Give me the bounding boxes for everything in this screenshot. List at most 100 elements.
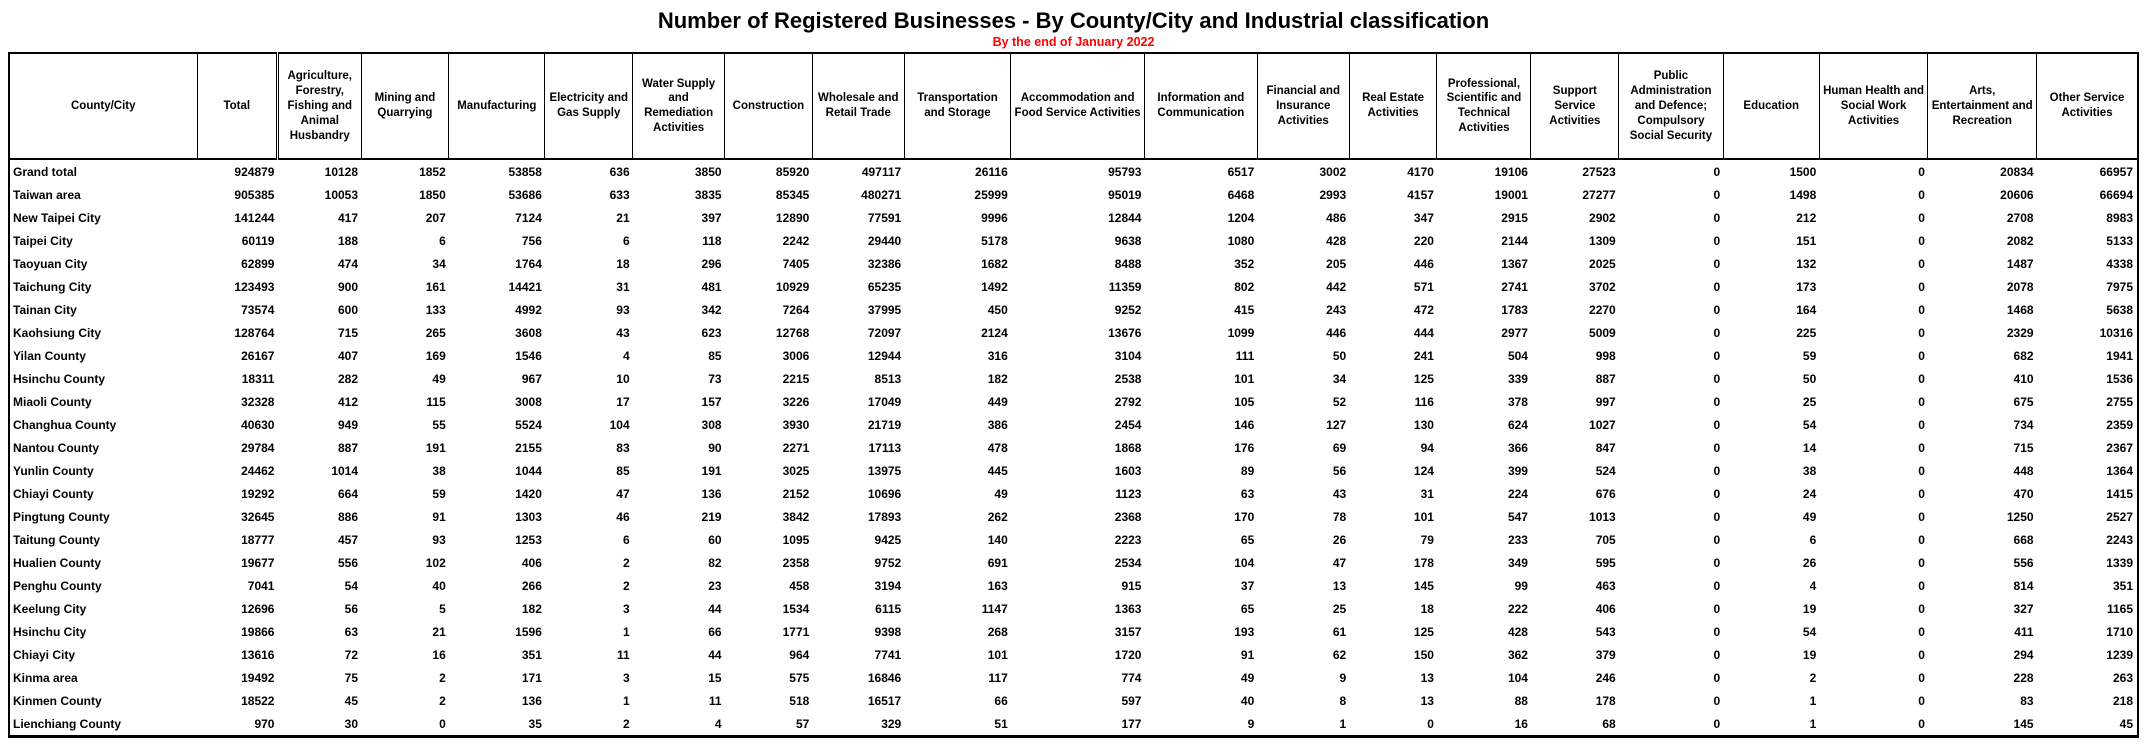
value-cell: 53858 [508, 164, 542, 179]
value-cell: 2223 [1114, 532, 1142, 547]
row-label: Hsinchu City [13, 624, 87, 639]
table-row: Kinma area 19492 75 2 171 3 15 575 16846 117 774 49… [9, 666, 2138, 689]
value-cell: 623 [701, 325, 722, 340]
value-cell: 2242 [782, 233, 810, 248]
value-cell: 69 [1332, 440, 1347, 455]
total-cell: 924879 [234, 164, 275, 179]
value-cell: 450 [987, 302, 1008, 317]
value-cell: 220 [1413, 233, 1434, 248]
value-cell: 66 [708, 624, 722, 639]
table-row: Penghu County 7041 54 40 266 2 23 458 3194 163 915… [9, 574, 2138, 597]
value-cell: 104 [609, 417, 630, 432]
value-cell: 1123 [1115, 486, 1142, 501]
value-cell: 1710 [2106, 624, 2133, 639]
value-cell: 45 [2119, 716, 2133, 731]
value-cell: 1764 [515, 256, 542, 271]
value-cell: 88 [1514, 693, 1528, 708]
value-cell: 19 [1802, 601, 1817, 616]
value-cell: 2270 [1589, 302, 1616, 317]
value-cell: 0 [1918, 394, 1925, 409]
value-cell: 243 [1326, 302, 1347, 317]
value-cell: 16 [432, 647, 446, 662]
value-cell: 1363 [1114, 601, 1142, 616]
value-cell: 1250 [2006, 509, 2034, 524]
value-cell: 10053 [324, 187, 359, 202]
value-cell: 2792 [1114, 394, 1142, 409]
value-cell: 45 [344, 693, 359, 708]
value-cell: 1536 [2106, 371, 2133, 386]
value-cell: 12768 [775, 325, 810, 340]
value-cell: 34 [432, 256, 446, 271]
value-cell: 89 [1240, 463, 1255, 478]
value-cell: 34 [1332, 371, 1347, 386]
value-cell: 1013 [1589, 509, 1616, 524]
value-cell: 3194 [874, 578, 902, 593]
value-cell: 0 [1713, 164, 1721, 179]
value-cell: 95019 [1108, 187, 1142, 202]
value-cell: 233 [1507, 532, 1528, 547]
value-cell: 2755 [2106, 394, 2133, 409]
value-cell: 77591 [867, 210, 902, 225]
value-cell: 54 [1802, 624, 1817, 639]
value-cell: 177 [1121, 716, 1142, 731]
total-cell: 7041 [247, 578, 275, 593]
value-cell: 915 [1121, 578, 1142, 593]
value-cell: 0 [1918, 693, 1925, 708]
row-label: Taipei City [13, 233, 73, 248]
value-cell: 62 [1332, 647, 1347, 662]
value-cell: 664 [338, 486, 359, 501]
value-cell: 0 [1713, 440, 1721, 455]
total-cell: 141244 [234, 210, 275, 225]
value-cell: 4 [714, 716, 722, 731]
table-row: Chiayi County 19292 664 59 1420 47 136 2152 1069… [9, 482, 2138, 505]
value-cell: 887 [338, 440, 359, 455]
value-cell: 1099 [1227, 325, 1255, 340]
value-cell: 2078 [2006, 279, 2034, 294]
value-cell: 0 [1713, 578, 1721, 593]
value-cell: 19106 [1494, 164, 1528, 179]
value-cell: 219 [701, 509, 722, 524]
value-cell: 428 [1326, 233, 1347, 248]
value-cell: 205 [1326, 256, 1347, 271]
value-cell: 308 [701, 417, 722, 432]
value-cell: 2 [622, 555, 630, 570]
table-row: Hsinchu City 19866 63 21 1596 1 66 1771 9398 268 3… [9, 620, 2138, 643]
value-cell: 11 [708, 693, 722, 708]
value-cell: 59 [1802, 348, 1817, 363]
table-row: Taichung City 123493 900 161 14421 31 481 10929… [9, 275, 2138, 298]
value-cell: 49 [1240, 670, 1255, 685]
table-header-row: County/City Total Agriculture, Forestry, F… [8, 52, 2139, 161]
value-cell: 0 [1918, 233, 1925, 248]
value-cell: 1027 [1589, 417, 1616, 432]
value-cell: 56 [1332, 463, 1347, 478]
value-cell: 47 [616, 486, 630, 501]
value-cell: 1364 [2106, 463, 2133, 478]
value-cell: 111 [1235, 348, 1255, 363]
value-cell: 8513 [874, 371, 902, 386]
value-cell: 25999 [974, 187, 1008, 202]
value-cell: 188 [338, 233, 359, 248]
value-cell: 4338 [2106, 256, 2133, 271]
value-cell: 1 [622, 693, 630, 708]
value-cell: 504 [1507, 348, 1528, 363]
value-cell: 3842 [782, 509, 810, 524]
value-cell: 66957 [2099, 164, 2133, 179]
row-label: Nantou County [13, 440, 99, 455]
value-cell: 595 [1595, 555, 1616, 570]
value-cell: 0 [1713, 647, 1721, 662]
value-cell: 241 [1413, 348, 1434, 363]
value-cell: 0 [1918, 716, 1925, 731]
row-label: Taiwan area [13, 187, 81, 202]
value-cell: 406 [521, 555, 542, 570]
value-cell: 0 [1713, 187, 1721, 202]
value-cell: 164 [1796, 302, 1817, 317]
value-cell: 6517 [1227, 164, 1255, 179]
value-cell: 24 [1802, 486, 1817, 501]
value-cell: 191 [701, 463, 722, 478]
value-cell: 163 [987, 578, 1008, 593]
value-cell: 145 [1413, 578, 1434, 593]
value-cell: 7264 [782, 302, 810, 317]
table-row: Taiwan area 905385 10053 1850 53686 633 3835 85… [9, 183, 2138, 206]
value-cell: 756 [521, 233, 542, 248]
total-cell: 19292 [241, 486, 275, 501]
